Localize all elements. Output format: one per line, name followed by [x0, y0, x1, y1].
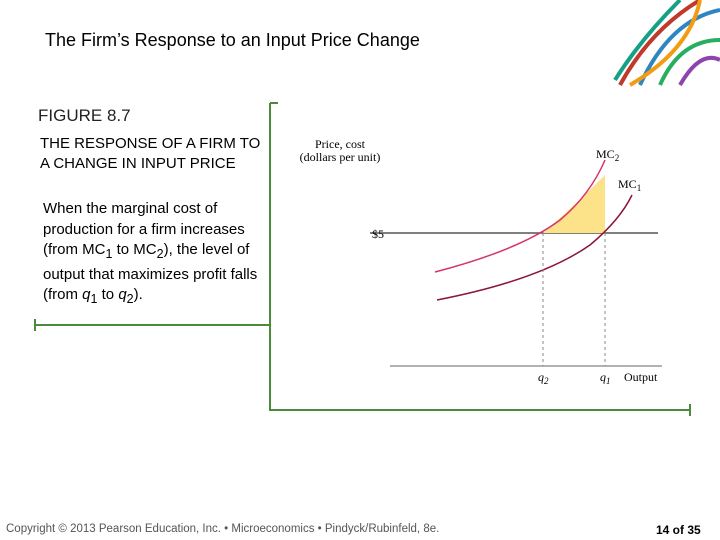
- mc2-curve: [434, 159, 606, 273]
- figure-body: When the marginal cost of production for…: [43, 199, 268, 310]
- y-axis-label: Price, cost: [315, 137, 366, 151]
- footer-copyright: Copyright © 2013 Pearson Education, Inc.…: [6, 523, 440, 535]
- shaded-area: [543, 175, 605, 233]
- text: 2: [615, 153, 620, 163]
- text: q: [600, 370, 606, 384]
- bracket: [34, 102, 691, 416]
- text: When the marginal cost of production for…: [43, 200, 245, 258]
- decoration: [613, 0, 720, 87]
- text: to: [97, 286, 119, 303]
- slide-title: The Firm’s Response to an Input Price Ch…: [45, 30, 420, 50]
- text: to MC: [112, 241, 157, 258]
- figure-heading: THE RESPONSE OF A FIRM TO A CHANGE IN IN…: [40, 135, 261, 172]
- x-axis-label: Output: [624, 370, 658, 384]
- x-label: q1: [600, 370, 611, 386]
- text: 2: [544, 376, 549, 386]
- text: MC: [618, 177, 637, 191]
- curve-label: MC2: [596, 147, 619, 163]
- text: MC: [596, 147, 615, 161]
- text: 1: [105, 247, 113, 261]
- price-label: $5: [372, 227, 384, 241]
- text: 2: [126, 292, 134, 306]
- text: ).: [133, 286, 143, 303]
- mc1-curve: [436, 194, 633, 301]
- y-axis-label: (dollars per unit): [300, 150, 381, 164]
- text: ), the level of output that maximizes pr…: [43, 241, 258, 303]
- curve-label: MC1: [618, 177, 641, 193]
- text: q: [118, 286, 127, 303]
- text: q: [82, 286, 91, 303]
- text: q: [538, 370, 544, 384]
- text: 1: [606, 376, 611, 386]
- page-number: 14 of 35: [656, 523, 701, 537]
- text: 2: [156, 247, 164, 261]
- x-label: q2: [538, 370, 549, 386]
- text: 1: [637, 183, 642, 193]
- figure-label: FIGURE 8.7: [38, 106, 131, 125]
- text: 1: [90, 292, 98, 306]
